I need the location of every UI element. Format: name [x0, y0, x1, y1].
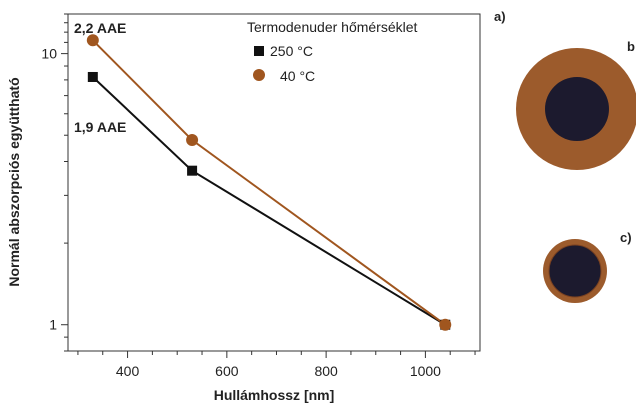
- particle-b: [516, 48, 636, 170]
- x-tick-label: 800: [314, 363, 338, 379]
- particle-c-core: [548, 244, 602, 298]
- plot-frame: [67, 13, 481, 352]
- y-axis-ticks: 1 10: [41, 13, 68, 352]
- annotation-aae-250: 1,9 AAE: [74, 119, 126, 135]
- annotation-aae-40: 2,2 AAE: [74, 20, 126, 36]
- panel-label-b: b: [627, 39, 635, 54]
- particle-c: [543, 239, 607, 303]
- x-axis-title: Hullámhossz [nm]: [214, 387, 335, 403]
- y-tick-label: 1: [49, 317, 57, 333]
- x-tick-label: 600: [215, 363, 239, 379]
- data-point-square: [187, 165, 198, 176]
- panel-label-c: c): [620, 230, 632, 245]
- data-point-square: [87, 71, 98, 82]
- data-point-circle: [186, 134, 199, 147]
- legend-label-40: 40 °C: [280, 68, 315, 84]
- series-line-1: [92, 39, 446, 326]
- legend-marker-circle: [253, 69, 265, 81]
- legend-title: Termodenuder hőmérséklet: [247, 19, 418, 35]
- series-layer: [86, 34, 452, 331]
- data-point-circle: [439, 318, 452, 331]
- legend-label-250: 250 °C: [270, 43, 313, 59]
- x-axis-ticks: 400 600 800 1000: [77, 351, 476, 379]
- x-tick-label: 400: [116, 363, 140, 379]
- series-line-0: [92, 76, 446, 326]
- particle-b-core: [545, 77, 609, 141]
- legend-marker-square: [254, 46, 264, 56]
- y-axis-title: Normál abszorpciós együttható: [6, 77, 22, 286]
- panel-label-a: a): [494, 9, 506, 24]
- data-point-circle: [86, 34, 99, 47]
- x-tick-label: 1000: [410, 363, 441, 379]
- legend: Termodenuder hőmérséklet 250 °C 40 °C: [247, 19, 418, 84]
- y-tick-label: 10: [41, 46, 57, 62]
